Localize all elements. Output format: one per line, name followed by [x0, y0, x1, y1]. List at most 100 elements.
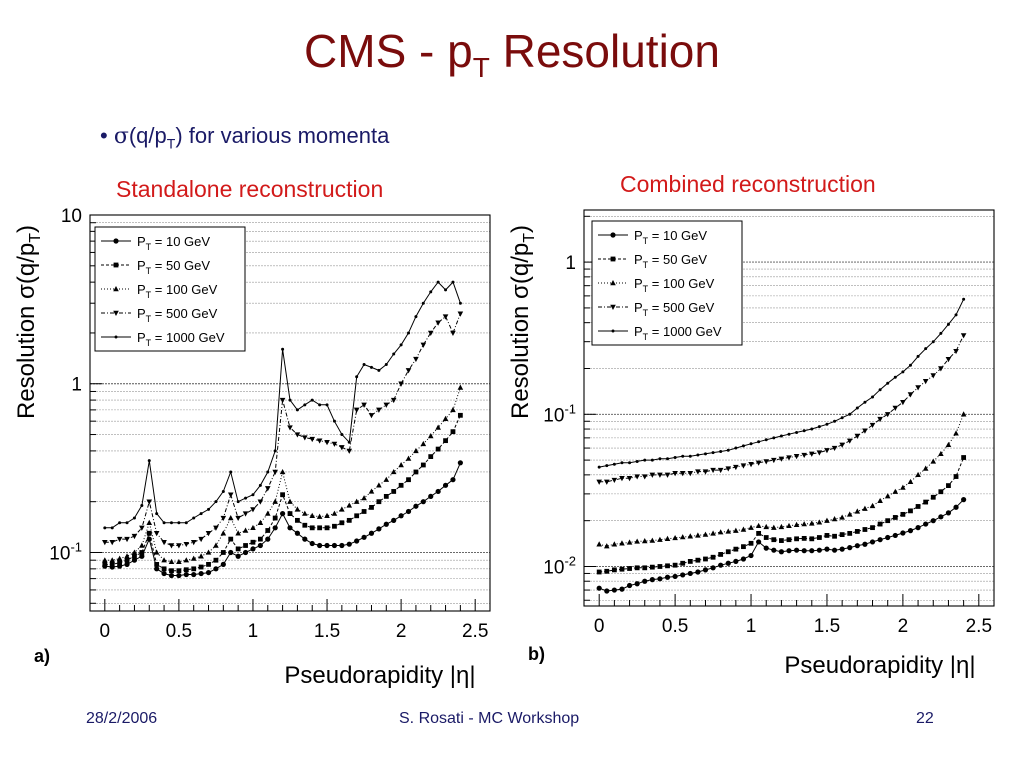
data-point [884, 412, 891, 418]
data-point [824, 448, 830, 454]
legend-marker [610, 232, 616, 238]
data-point [787, 432, 791, 436]
data-point [892, 405, 899, 411]
data-point [908, 363, 912, 367]
data-point [687, 471, 694, 477]
data-point [596, 585, 602, 591]
data-point [901, 370, 905, 374]
data-point [870, 525, 875, 531]
data-point [930, 373, 937, 379]
data-point [793, 454, 800, 460]
data-point [885, 534, 891, 541]
data-point [657, 472, 663, 478]
data-point [368, 488, 375, 494]
data-point [457, 412, 463, 418]
data-point [227, 492, 234, 498]
data-point [124, 553, 130, 559]
data-point [309, 540, 315, 547]
series-PT=50GeV [596, 455, 967, 575]
data-point [795, 430, 799, 434]
data-point [695, 532, 701, 538]
data-point [272, 498, 278, 504]
data-point [177, 521, 181, 525]
x-axis: 0 0.5 1 1.5 2 2.5 [100, 599, 488, 642]
data-point [243, 543, 248, 548]
data-point [257, 519, 264, 525]
data-point [442, 482, 449, 488]
data-point [778, 523, 785, 530]
data-point [718, 552, 724, 557]
x-tick-label: 1.5 [814, 616, 840, 637]
data-point [817, 425, 821, 429]
data-point [702, 567, 709, 573]
data-point [244, 496, 248, 500]
data-point [192, 516, 196, 520]
data-point [168, 572, 175, 579]
data-point [132, 516, 136, 520]
data-point [658, 457, 662, 461]
data-point [877, 521, 883, 527]
data-point [666, 457, 670, 461]
data-point [748, 552, 754, 559]
data-point [862, 527, 868, 532]
panel-label: a) [34, 646, 50, 666]
data-point [288, 398, 292, 402]
data-point [801, 452, 807, 459]
data-point [376, 499, 382, 505]
data-point [161, 566, 167, 572]
data-point [672, 534, 678, 541]
data-point [442, 314, 449, 320]
data-point [680, 572, 686, 578]
data-point [696, 453, 700, 457]
data-point [612, 462, 616, 466]
data-point [331, 510, 338, 516]
data-point [384, 363, 388, 367]
data-point [672, 573, 678, 580]
data-point [281, 347, 285, 351]
legend-marker [610, 280, 616, 286]
data-point [339, 506, 345, 512]
data-point [391, 489, 397, 494]
data-point [451, 280, 455, 284]
data-point [793, 547, 800, 553]
data-point [923, 521, 929, 527]
data-point [124, 536, 130, 543]
data-point [318, 403, 322, 407]
data-point [665, 563, 670, 569]
data-point [650, 458, 654, 462]
series-PT=1000GeV [597, 297, 966, 469]
data-point [140, 503, 144, 507]
data-point [733, 527, 739, 533]
data-point [763, 459, 770, 465]
legend-marker [113, 310, 119, 316]
data-point [801, 548, 807, 554]
data-point [892, 515, 898, 520]
data-point [331, 441, 338, 447]
data-point [862, 505, 868, 511]
data-point [125, 521, 129, 525]
data-point [154, 561, 160, 567]
data-point [168, 558, 175, 565]
data-point [900, 400, 906, 406]
data-point [294, 530, 301, 536]
bullet-end: ) for various momenta [175, 123, 390, 148]
x-tick-label: 2.5 [966, 616, 992, 637]
data-point [619, 476, 625, 482]
data-point [893, 375, 897, 379]
data-point [733, 546, 739, 552]
data-point [597, 465, 601, 469]
data-point [435, 488, 441, 495]
data-point [132, 553, 137, 559]
bullet-marker: • [100, 123, 114, 148]
data-point [922, 465, 929, 471]
legend-label: PT = 500 GeV [137, 306, 218, 324]
data-point [779, 434, 783, 438]
data-point [198, 553, 204, 559]
data-point [213, 525, 219, 531]
data-point [442, 415, 449, 421]
data-point [846, 438, 853, 444]
data-point [922, 379, 929, 385]
data-point [205, 569, 212, 576]
bullet-mid: (q/p [128, 123, 167, 148]
